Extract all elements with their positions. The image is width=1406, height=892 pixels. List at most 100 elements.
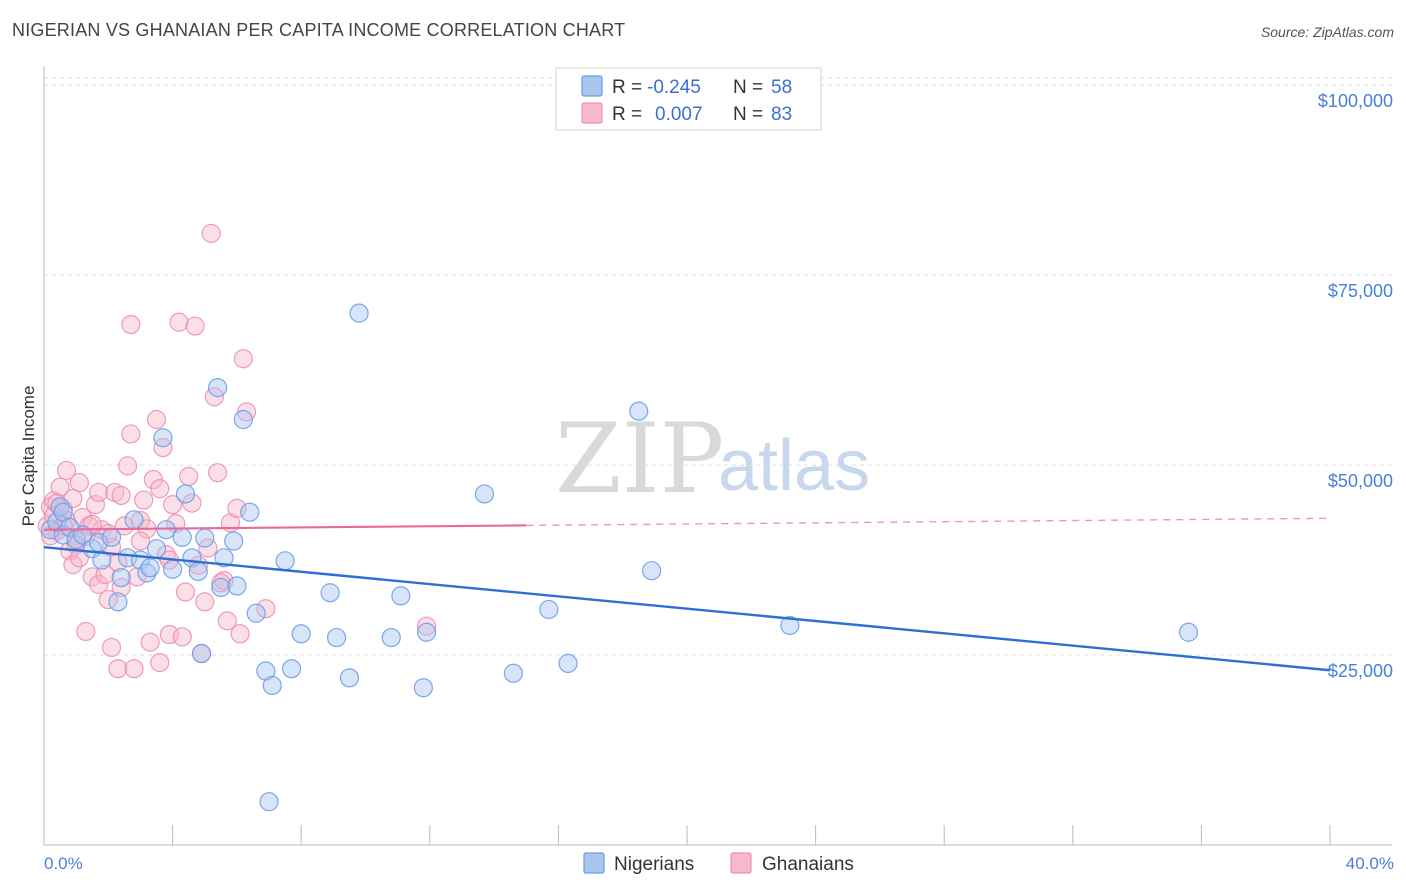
nigerian-point bbox=[224, 531, 244, 551]
ghanaian-point bbox=[76, 621, 96, 642]
legend-n-value-ghanaians: 83 bbox=[771, 104, 792, 125]
nigerian-point bbox=[214, 548, 234, 568]
x-axis-min-label: 0.0% bbox=[44, 854, 83, 873]
ghanaian-point bbox=[85, 495, 106, 515]
nigerian-point bbox=[1178, 622, 1199, 642]
bottom-legend-swatch-ghanaians bbox=[730, 852, 752, 874]
nigerian-point bbox=[539, 599, 559, 620]
ghanaian-point bbox=[130, 531, 151, 551]
nigerian-point bbox=[391, 586, 411, 606]
nigerian-point bbox=[111, 567, 131, 588]
nigerian-point bbox=[208, 377, 228, 398]
ghanaian-point bbox=[153, 438, 173, 458]
bottom-legend-swatch-nigerians bbox=[583, 852, 605, 874]
y-tick-label: $50,000 bbox=[1328, 471, 1393, 491]
y-tick-label: $25,000 bbox=[1328, 661, 1393, 681]
nigerian-point bbox=[175, 484, 196, 504]
ghanaian-point bbox=[163, 495, 183, 515]
ghanaian-point bbox=[50, 477, 70, 497]
legend-r-value-nigerians: -0.245 bbox=[647, 77, 701, 98]
nigerian-point bbox=[381, 627, 401, 648]
nigerian-point bbox=[275, 551, 295, 571]
ghanaian-point bbox=[195, 592, 215, 612]
nigerian-point bbox=[259, 792, 279, 812]
ghanaian-point bbox=[175, 582, 196, 602]
nigerian-point bbox=[191, 643, 212, 664]
ghanaian-point bbox=[134, 490, 154, 510]
nigerian-point bbox=[281, 659, 302, 679]
legend-swatch-ghanaians bbox=[581, 102, 603, 124]
ghanaian-point bbox=[69, 472, 89, 493]
ghanaian-point bbox=[140, 632, 160, 652]
nigerian-point bbox=[326, 627, 347, 648]
nigerian-point bbox=[195, 528, 215, 548]
legend-r-value-ghanaians: 0.007 bbox=[655, 104, 703, 125]
ghanaians-points bbox=[37, 223, 437, 679]
ghanaian-point bbox=[169, 312, 189, 332]
ghanaian-point bbox=[89, 574, 109, 594]
nigerian-point bbox=[153, 428, 173, 448]
nigerian-point bbox=[92, 550, 112, 570]
ghanaian-point bbox=[211, 573, 231, 593]
ghanaian-point bbox=[121, 424, 141, 444]
nigerian-point bbox=[642, 561, 662, 581]
x-axis-max-label: 40.0% bbox=[1346, 854, 1394, 873]
nigerian-point bbox=[101, 527, 122, 547]
nigerian-point bbox=[124, 510, 144, 530]
trend-lines bbox=[43, 517, 1331, 672]
ghanaian-point bbox=[227, 498, 247, 519]
nigerian-point bbox=[474, 484, 495, 504]
bottom-legend-label-ghanaians: Ghanaians bbox=[762, 854, 854, 875]
nigerian-point bbox=[558, 653, 578, 674]
ghanaian-point bbox=[121, 314, 141, 335]
bottom-legend-label-nigerians: Nigerians bbox=[614, 854, 694, 875]
nigerian-point bbox=[246, 603, 266, 623]
ghanaians-trend-line-extrapolated bbox=[526, 517, 1331, 527]
ghanaian-point bbox=[111, 485, 131, 506]
axes: $25,000 $50,000 $75,000 $100,000 bbox=[43, 66, 1393, 846]
nigerian-point bbox=[163, 559, 183, 579]
correlation-legend: R = -0.245 N = 58 R = 0.007 N = 83 bbox=[555, 67, 822, 131]
nigerians-trend-line bbox=[43, 545, 1331, 672]
nigerian-point bbox=[137, 563, 157, 583]
ghanaian-point bbox=[230, 624, 250, 644]
ghanaian-point bbox=[101, 637, 122, 658]
legend-r-label-nigerians: R = bbox=[612, 77, 642, 98]
nigerian-point bbox=[291, 624, 311, 644]
ghanaian-point bbox=[117, 456, 138, 476]
nigerian-point bbox=[339, 668, 360, 688]
ghanaian-point bbox=[150, 653, 170, 673]
ghanaian-point bbox=[185, 316, 205, 336]
legend-swatch-nigerians bbox=[581, 75, 603, 97]
ghanaian-point bbox=[95, 564, 115, 585]
ghanaian-point bbox=[208, 463, 228, 483]
source-label: Source: ZipAtlas.com bbox=[1260, 24, 1394, 40]
ghanaian-point bbox=[108, 659, 128, 679]
nigerian-point bbox=[349, 303, 369, 323]
ghanaian-point bbox=[256, 599, 276, 619]
nigerian-point bbox=[416, 622, 437, 642]
chart-title: NIGERIAN VS GHANAIAN PER CAPITA INCOME C… bbox=[12, 20, 626, 40]
legend-r-label-ghanaians: R = bbox=[612, 104, 642, 125]
nigerian-point bbox=[503, 663, 523, 683]
y-axis-title: Per Capita Income bbox=[19, 386, 38, 527]
ghanaian-point bbox=[172, 627, 192, 647]
nigerian-point bbox=[320, 583, 340, 603]
nigerian-point bbox=[211, 577, 231, 598]
nigerian-point bbox=[146, 539, 167, 559]
series-legend: Nigerians Ghanaians bbox=[583, 852, 854, 875]
nigerians-points bbox=[40, 303, 1199, 812]
ghanaian-point bbox=[416, 616, 437, 636]
nigerian-point bbox=[262, 675, 282, 696]
y-tick-label: $75,000 bbox=[1328, 281, 1393, 301]
nigerian-point bbox=[780, 615, 800, 636]
ghanaian-point bbox=[89, 482, 109, 503]
ghanaian-point bbox=[201, 223, 221, 243]
nigerian-point bbox=[50, 497, 70, 517]
ghanaian-point bbox=[150, 479, 170, 499]
ghanaian-point bbox=[179, 466, 199, 487]
nigerian-point bbox=[413, 678, 433, 698]
nigerian-point bbox=[140, 558, 160, 578]
ghanaian-point bbox=[146, 409, 167, 430]
